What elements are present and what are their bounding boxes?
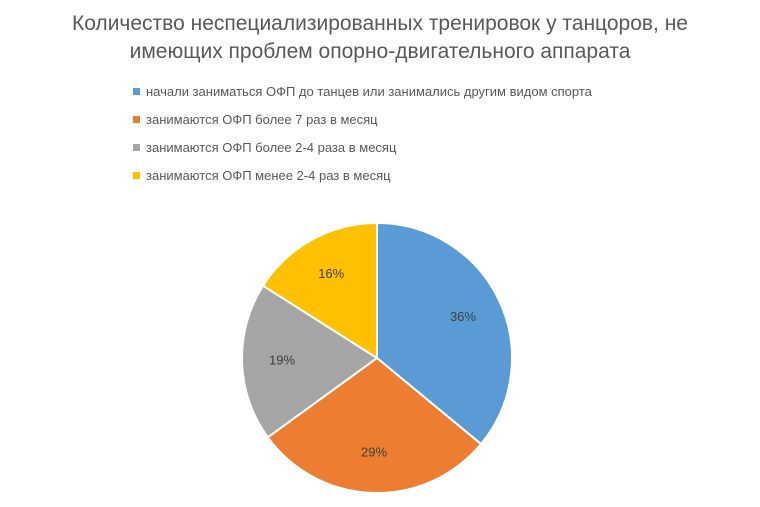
pie-slice	[266, 356, 483, 494]
chart-title: Количество неспециализированных трениров…	[20, 10, 740, 66]
pie-slice	[261, 221, 378, 360]
legend-swatch	[133, 115, 140, 123]
pie-slice	[241, 284, 379, 439]
legend-label: начали заниматься ОФП до танцев или зани…	[146, 83, 592, 99]
legend-swatch	[133, 87, 140, 95]
legend-item: занимаются ОФП более 2-4 раза в месяц	[133, 133, 592, 161]
chart-title-line-1: Количество неспециализированных трениров…	[71, 12, 688, 35]
legend-swatch	[133, 143, 140, 151]
legend-item: занимаются ОФП более 7 раз в месяц	[133, 105, 592, 133]
slice-data-label: 29%	[361, 444, 387, 459]
legend-label: занимаются ОФП более 7 раз в месяц	[146, 111, 378, 127]
legend-item: занимаются ОФП менее 2-4 раз в месяц	[133, 161, 592, 189]
legend-label: занимаются ОФП менее 2-4 раз в месяц	[146, 167, 391, 183]
chart-legend: начали заниматься ОФП до танцев или зани…	[133, 77, 592, 189]
slice-data-label: 19%	[269, 352, 295, 367]
legend-item: начали заниматься ОФП до танцев или зани…	[133, 77, 592, 105]
slice-data-label: 16%	[318, 266, 344, 281]
slice-data-label: 36%	[450, 309, 476, 324]
legend-swatch	[133, 171, 140, 179]
pie-slice	[376, 221, 513, 446]
chart-title-line-2: имеющих проблем опорно-двигательного апп…	[129, 40, 631, 63]
legend-label: занимаются ОФП более 2-4 раза в месяц	[146, 139, 397, 155]
